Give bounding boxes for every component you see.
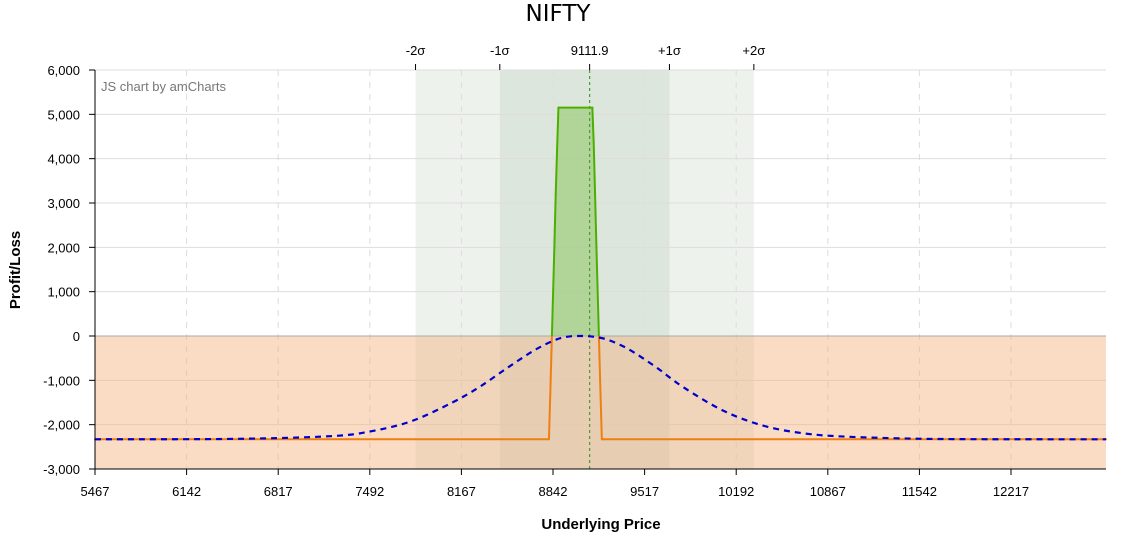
payoff-segment-10 xyxy=(592,142,597,196)
payoff-segment-11 xyxy=(594,193,598,249)
payoff-segment-7 xyxy=(556,106,560,151)
x-tick-label-7: 10192 xyxy=(718,484,754,499)
payoff-segment-1 xyxy=(547,392,552,441)
top-axis: -2σ -1σ 9111.9 +1σ +2σ xyxy=(406,43,765,70)
x-tick-label-3: 7492 xyxy=(355,484,384,499)
payoff-segment-5 xyxy=(553,193,557,249)
y-tick-label-9: 6,000 xyxy=(47,63,80,78)
y-axis-title: Profit/Loss xyxy=(7,231,24,309)
top-label-minus-2-sigma: -2σ xyxy=(406,43,426,58)
top-label-plus-2-sigma: +2σ xyxy=(742,43,765,58)
y-tick-label-6: 3,000 xyxy=(47,196,80,211)
series xyxy=(94,106,1107,441)
x-axis-title: Underlying Price xyxy=(541,516,660,533)
y-tick-label-0: -3,000 xyxy=(43,462,80,477)
payoff-segment-14 xyxy=(598,343,602,395)
x-axis-ticks: 5467 6142 6817 7492 8167 8842 9517 10192 10867 11… xyxy=(81,469,1029,499)
payoff-segment-6 xyxy=(554,148,559,196)
chart-credit[interactable]: JS chart by amCharts xyxy=(101,79,226,94)
x-tick-label-4: 8167 xyxy=(447,484,476,499)
payoff-segment-9 xyxy=(591,106,595,145)
top-label-minus-1-sigma: -1σ xyxy=(490,43,510,58)
profit-fill xyxy=(551,107,600,336)
y-tick-label-4: 1,000 xyxy=(47,285,80,300)
axes xyxy=(94,70,1106,470)
chart-title: NIFTY xyxy=(526,1,592,27)
x-tick-label-1: 6142 xyxy=(172,484,201,499)
y-tick-label-1: -2,000 xyxy=(43,418,80,433)
x-tick-label-2: 6817 xyxy=(264,484,293,499)
x-tick-label-0: 5467 xyxy=(81,484,110,499)
payoff-segment-15 xyxy=(599,392,603,441)
x-tick-label-8: 10867 xyxy=(810,484,846,499)
payoff-segment-3b xyxy=(550,296,555,337)
payoff-segment-13a xyxy=(596,296,600,337)
payoff-segment-4 xyxy=(552,246,556,298)
x-tick-label-9: 11542 xyxy=(902,484,937,499)
payoff-segment-12 xyxy=(595,246,599,298)
y-tick-label-2: -1,000 xyxy=(43,373,80,388)
y-tick-label-3: 0 xyxy=(73,329,80,344)
x-tick-label-5: 8842 xyxy=(539,484,568,499)
y-axis-ticks: -3,000 -2,000 -1,000 0 1,000 2,000 3,000 4,000 5… xyxy=(43,63,95,477)
sigma-bands xyxy=(415,70,754,469)
top-label-plus-1-sigma: +1σ xyxy=(658,43,681,58)
sigma-band-1 xyxy=(499,70,670,469)
y-tick-label-7: 4,000 xyxy=(47,152,80,167)
y-tick-label-5: 2,000 xyxy=(47,240,80,255)
y-tick-label-8: 5,000 xyxy=(47,107,80,122)
payoff-segment-2 xyxy=(549,343,553,395)
x-tick-label-6: 9517 xyxy=(630,484,659,499)
x-tick-label-10: 12217 xyxy=(993,484,1029,499)
top-label-spot: 9111.9 xyxy=(571,43,609,58)
